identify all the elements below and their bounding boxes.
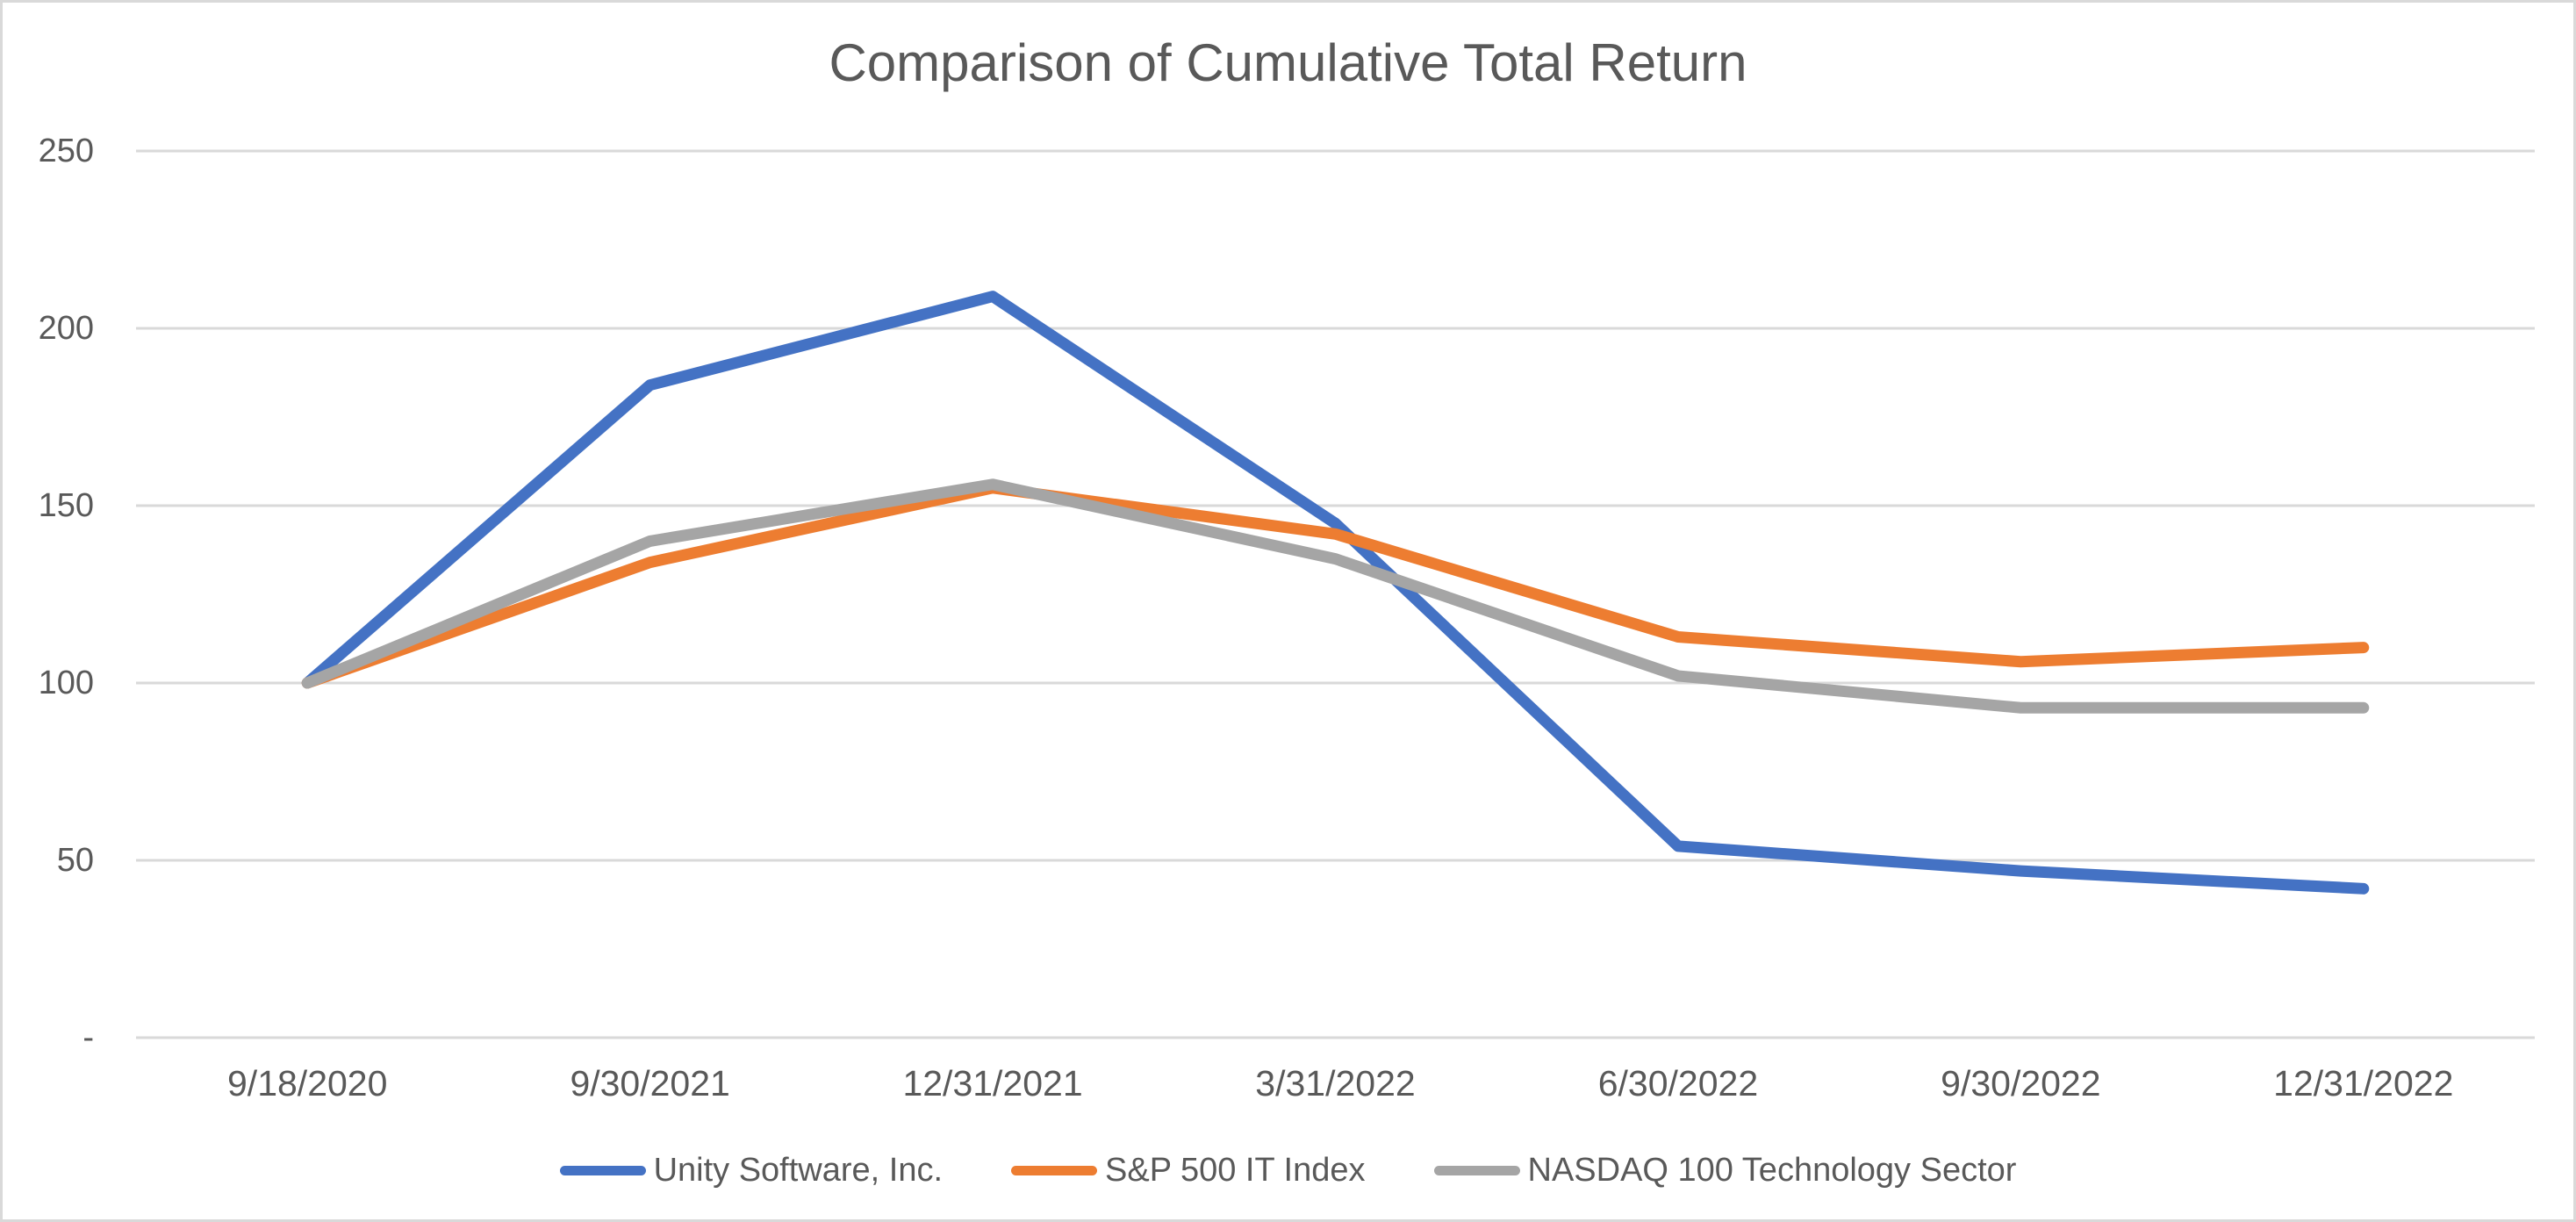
legend-item-nasdaq-100-technology-sector: NASDAQ 100 Technology Sector <box>1433 1146 2017 1195</box>
legend-swatch-nasdaq-100-technology-sector <box>1433 1165 1520 1175</box>
legend-swatch-s-p-500-it-index <box>1011 1165 1098 1175</box>
series-line-s-p-500-it-index <box>301 482 2370 689</box>
y-axis-tick-label-50: 50 <box>56 842 94 879</box>
x-axis-tick-label-9-30-2022: 9/30/2022 <box>1941 1063 2101 1103</box>
x-axis-tick-label-6-30-2022: 6/30/2022 <box>1597 1063 1759 1103</box>
legend-label-s-p-500-it-index: S&P 500 IT Index <box>1105 1152 1366 1189</box>
x-axis-tick-label-12-31-2021: 12/31/2021 <box>902 1063 1083 1103</box>
y-axis-tick-label-200: 200 <box>38 310 94 347</box>
y-axis-tick-label-150: 150 <box>38 487 94 524</box>
legend: Unity Software, Inc. S&P 500 IT Index NASD… <box>3 1146 2573 1195</box>
chart-title: Comparison of Cumulative Total Return <box>829 33 1747 92</box>
x-axis-tick-label-9-30-2021: 9/30/2021 <box>570 1063 730 1103</box>
x-axis-tick-label-9-18-2020: 9/18/2020 <box>227 1063 388 1103</box>
y-axis-tick-label-100: 100 <box>38 665 94 701</box>
y-axis-tick-label-250: 250 <box>38 133 94 169</box>
legend-swatch-unity-software-inc <box>559 1165 646 1175</box>
series-line-nasdaq-100-technology-sector <box>301 478 2370 714</box>
legend-label-unity-software-inc: Unity Software, Inc. <box>653 1152 944 1189</box>
legend-label-nasdaq-100-technology-sector: NASDAQ 100 Technology Sector <box>1527 1152 2017 1189</box>
y-axis-tick-label-0: - <box>83 1019 94 1056</box>
plot-area <box>136 149 2535 1039</box>
x-axis-tick-label-3-31-2022: 3/31/2022 <box>1255 1063 1416 1103</box>
legend-item-s-p-500-it-index: S&P 500 IT Index <box>1011 1146 1366 1195</box>
legend-item-unity-software-inc: Unity Software, Inc. <box>559 1146 944 1195</box>
series-line-unity-software-inc <box>301 291 2370 895</box>
x-axis-tick-label-12-31-2022: 12/31/2022 <box>2273 1063 2454 1103</box>
